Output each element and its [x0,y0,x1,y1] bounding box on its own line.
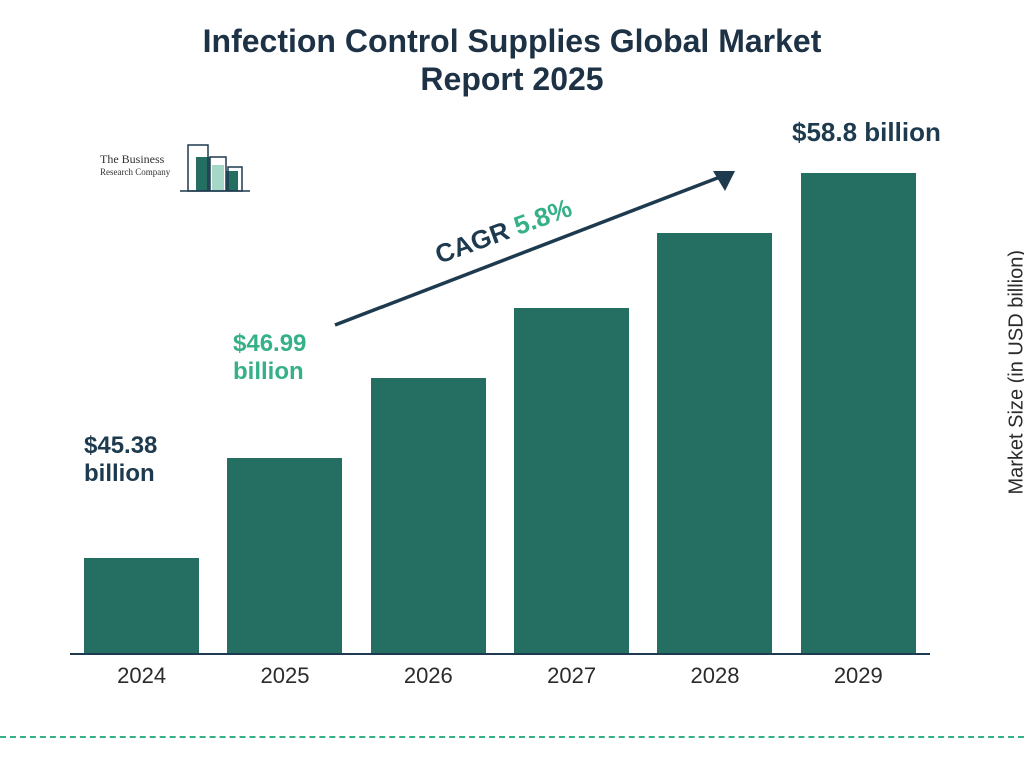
bar-2024 [84,558,199,653]
footer-divider [0,736,1024,738]
bar-2025 [227,458,342,653]
bar-slot [363,378,493,653]
chart-title: Infection Control Supplies Global Market… [0,22,1024,99]
growth-arrow [335,165,735,335]
x-tick-label: 2028 [650,663,780,689]
x-axis-line [70,653,930,655]
bar-slot [220,458,350,653]
bar-value-label-2025: $46.99 billion [233,330,306,385]
x-tick-label: 2025 [220,663,350,689]
bar-slot [793,173,923,653]
chart-title-line1: Infection Control Supplies Global Market [203,23,822,59]
chart-title-line2: Report 2025 [420,61,603,97]
y-axis-label: Market Size (in USD billion) [1006,250,1024,495]
report-chart-card: Infection Control Supplies Global Market… [0,0,1024,768]
bar-value-label-2024: $45.38 billion [84,432,157,487]
bar-2027 [514,308,629,653]
bar-2029 [801,173,916,653]
bar-value-label-2029: $58.8 billion [792,118,941,148]
x-tick-label: 2027 [507,663,637,689]
bar-slot [77,558,207,653]
x-tick-label: 2029 [793,663,923,689]
x-axis-labels: 2024 2025 2026 2027 2028 2029 [70,663,930,689]
bar-slot [507,308,637,653]
x-tick-label: 2024 [77,663,207,689]
x-tick-label: 2026 [363,663,493,689]
bar-2026 [371,378,486,653]
